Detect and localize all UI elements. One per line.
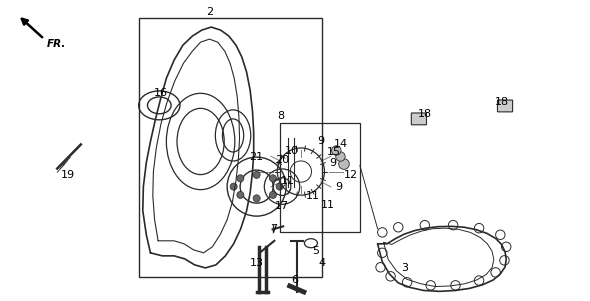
- Text: 8: 8: [277, 111, 284, 121]
- Text: 13: 13: [250, 258, 264, 268]
- Text: 10: 10: [284, 145, 299, 156]
- Text: 21: 21: [250, 151, 264, 162]
- Circle shape: [336, 152, 345, 161]
- Text: FR.: FR.: [47, 39, 67, 49]
- Bar: [139, 18, 322, 277]
- Text: 2: 2: [206, 7, 213, 17]
- Text: 3: 3: [401, 263, 408, 273]
- Text: 6: 6: [291, 275, 299, 285]
- Text: 11: 11: [306, 191, 320, 201]
- Text: 18: 18: [418, 109, 432, 119]
- Circle shape: [332, 146, 341, 155]
- Circle shape: [253, 195, 260, 202]
- Circle shape: [276, 183, 283, 190]
- Text: 16: 16: [153, 88, 168, 98]
- Text: 4: 4: [318, 258, 325, 268]
- Circle shape: [270, 175, 277, 182]
- Text: 15: 15: [327, 147, 341, 157]
- Text: 11: 11: [321, 200, 335, 210]
- Text: 14: 14: [333, 139, 348, 149]
- Bar: [280, 123, 360, 232]
- Circle shape: [339, 159, 349, 169]
- Text: 12: 12: [343, 169, 358, 180]
- Circle shape: [253, 171, 260, 178]
- FancyBboxPatch shape: [411, 113, 427, 125]
- Text: 18: 18: [494, 97, 509, 107]
- Text: 9: 9: [329, 157, 336, 168]
- Text: 9: 9: [336, 182, 343, 192]
- Text: 9: 9: [317, 136, 324, 147]
- Circle shape: [230, 183, 237, 190]
- Circle shape: [237, 175, 244, 182]
- FancyBboxPatch shape: [497, 100, 513, 112]
- Text: 11: 11: [280, 175, 294, 186]
- Text: 5: 5: [312, 246, 319, 256]
- Text: 20: 20: [275, 154, 289, 165]
- Text: 7: 7: [270, 224, 277, 234]
- Circle shape: [270, 191, 277, 198]
- Text: 19: 19: [61, 169, 75, 180]
- Circle shape: [237, 191, 244, 198]
- Text: 17: 17: [274, 201, 289, 211]
